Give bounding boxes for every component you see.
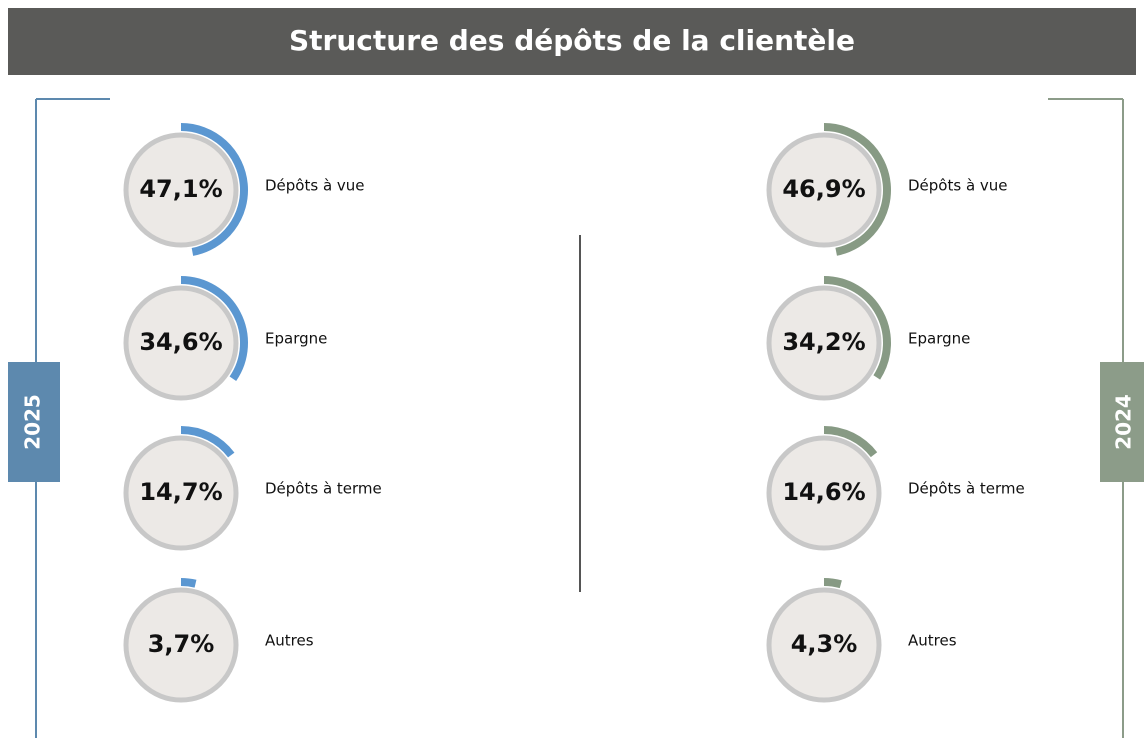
progress-arc xyxy=(823,578,842,589)
category-label: Autres xyxy=(908,632,957,650)
value-label: 14,7% xyxy=(139,478,222,506)
year-label: 2024 xyxy=(1112,394,1136,450)
category-label: Epargne xyxy=(265,330,327,348)
category-label: Dépôts à vue xyxy=(908,177,1008,195)
progress-arc xyxy=(823,123,891,256)
category-label: Autres xyxy=(265,632,314,650)
ring-background xyxy=(123,435,239,551)
progress-arc xyxy=(823,276,891,380)
progress-arc xyxy=(823,426,878,458)
ring-background xyxy=(766,285,882,401)
progress-arc xyxy=(180,276,248,382)
ring-background xyxy=(766,587,882,703)
value-label: 46,9% xyxy=(782,175,865,203)
value-label: 34,2% xyxy=(782,328,865,356)
category-label: Epargne xyxy=(908,330,970,348)
value-label: 4,3% xyxy=(791,630,858,658)
page-title: Structure des dépôts de la clientèle xyxy=(289,24,855,57)
category-label: Dépôts à vue xyxy=(265,177,365,195)
ring-background xyxy=(123,587,239,703)
header-bar xyxy=(8,8,1136,75)
progress-arc xyxy=(180,578,197,588)
progress-arc xyxy=(180,426,235,458)
ring-background xyxy=(766,435,882,551)
ring-background xyxy=(766,132,882,248)
value-label: 3,7% xyxy=(148,630,215,658)
ring-background xyxy=(123,132,239,248)
year-tab xyxy=(1100,362,1144,482)
year-tab xyxy=(8,362,60,482)
category-label: Dépôts à terme xyxy=(908,480,1025,498)
category-label: Dépôts à terme xyxy=(265,480,382,498)
value-label: 34,6% xyxy=(139,328,222,356)
progress-arc xyxy=(180,123,248,256)
year-label: 2025 xyxy=(21,394,45,450)
value-label: 14,6% xyxy=(782,478,865,506)
ring-background xyxy=(123,285,239,401)
value-label: 47,1% xyxy=(139,175,222,203)
